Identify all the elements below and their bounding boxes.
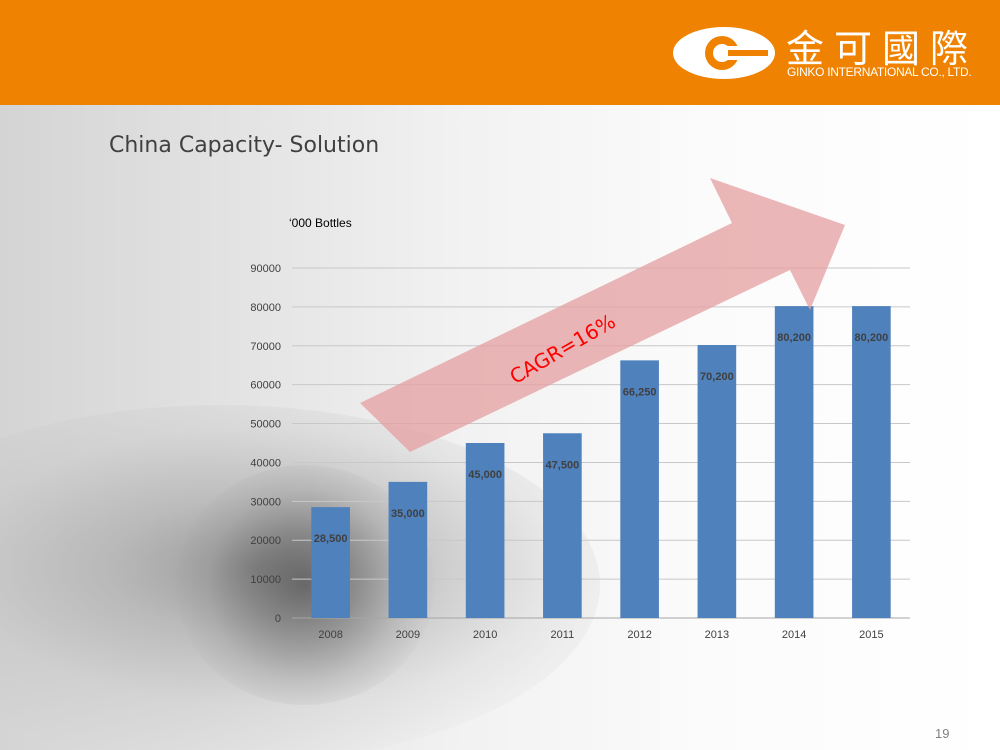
x-tick-label: 2013 — [705, 629, 729, 641]
y-tick-label: 50000 — [250, 419, 281, 431]
y-tick-label: 30000 — [250, 496, 281, 508]
data-label: 45,000 — [468, 469, 502, 481]
unit-label: ‘000 Bottles — [289, 216, 352, 230]
y-tick-label: 20000 — [250, 535, 281, 547]
x-tick-label: 2010 — [473, 629, 497, 641]
bar — [774, 306, 814, 618]
header-bar: 金可國際 GINKO INTERNATIONAL CO., LTD. — [0, 0, 1000, 105]
data-label: 80,200 — [777, 332, 811, 344]
x-tick-label: 2015 — [859, 629, 883, 641]
y-tick-label: 60000 — [250, 380, 281, 392]
data-label: 35,000 — [391, 508, 425, 520]
bar — [543, 433, 582, 618]
bar — [311, 507, 350, 618]
bar — [465, 443, 505, 618]
bar-layer — [311, 306, 891, 618]
y-tick-label: 80000 — [250, 302, 281, 314]
bar — [852, 306, 891, 618]
bar — [388, 481, 428, 618]
y-tick-label: 40000 — [250, 457, 281, 469]
data-label: 66,250 — [623, 386, 657, 398]
data-label: 70,200 — [700, 371, 734, 383]
x-tick-label: 2012 — [627, 629, 651, 641]
y-tick-label: 10000 — [250, 574, 281, 586]
ginko-logo-icon — [673, 27, 775, 79]
data-label: 47,500 — [546, 459, 580, 471]
y-tick-label: 70000 — [250, 341, 281, 353]
page-title: China Capacity- Solution — [109, 133, 380, 158]
label-layer: 2008 28,500 2009 35,000 2010 45,000 2011 47,500… — [314, 332, 888, 641]
data-label: 28,500 — [314, 533, 348, 545]
bar — [620, 360, 659, 618]
x-tick-label: 2009 — [396, 629, 420, 641]
data-label: 80,200 — [855, 332, 889, 344]
logo-chinese-text: 金可國際 — [786, 27, 979, 71]
x-tick-label: 2008 — [318, 629, 342, 641]
page-number: 19 — [935, 726, 950, 741]
y-tick-label: 0 — [275, 613, 281, 625]
bar — [697, 345, 737, 618]
logo-english-text: GINKO INTERNATIONAL CO., LTD. — [787, 65, 972, 79]
x-tick-label: 2014 — [782, 629, 806, 641]
y-tick-label: 90000 — [250, 263, 281, 275]
x-tick-label: 2011 — [551, 629, 575, 641]
cagr-arrow — [360, 178, 845, 452]
